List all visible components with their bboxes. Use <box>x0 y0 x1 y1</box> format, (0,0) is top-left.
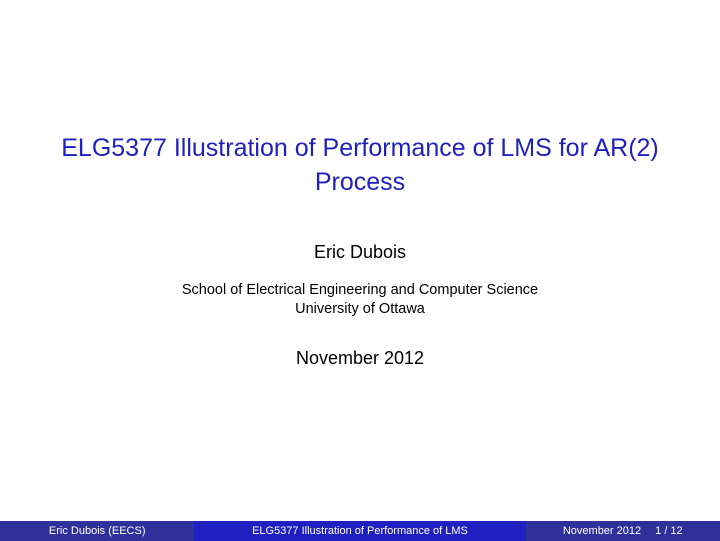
affiliation-line-2: University of Ottawa <box>295 300 425 320</box>
slide-body: ELG5377 Illustration of Performance of L… <box>0 0 720 541</box>
affiliation-line-1: School of Electrical Engineering and Com… <box>182 281 538 301</box>
beamer-slide: ELG5377 Illustration of Performance of L… <box>0 0 720 541</box>
slide-title: ELG5377 Illustration of Performance of L… <box>40 132 680 200</box>
footer-date: November 2012 <box>563 521 641 541</box>
footer-page: 1 / 12 <box>655 521 683 541</box>
slide-footer: Eric Dubois (EECS) ELG5377 Illustration … <box>0 521 720 541</box>
slide-author: Eric Dubois <box>314 242 406 263</box>
footer-right: November 2012 1 / 12 <box>526 521 720 541</box>
slide-date: November 2012 <box>296 348 424 369</box>
footer-author: Eric Dubois (EECS) <box>0 521 194 541</box>
footer-title: ELG5377 Illustration of Performance of L… <box>194 521 525 541</box>
